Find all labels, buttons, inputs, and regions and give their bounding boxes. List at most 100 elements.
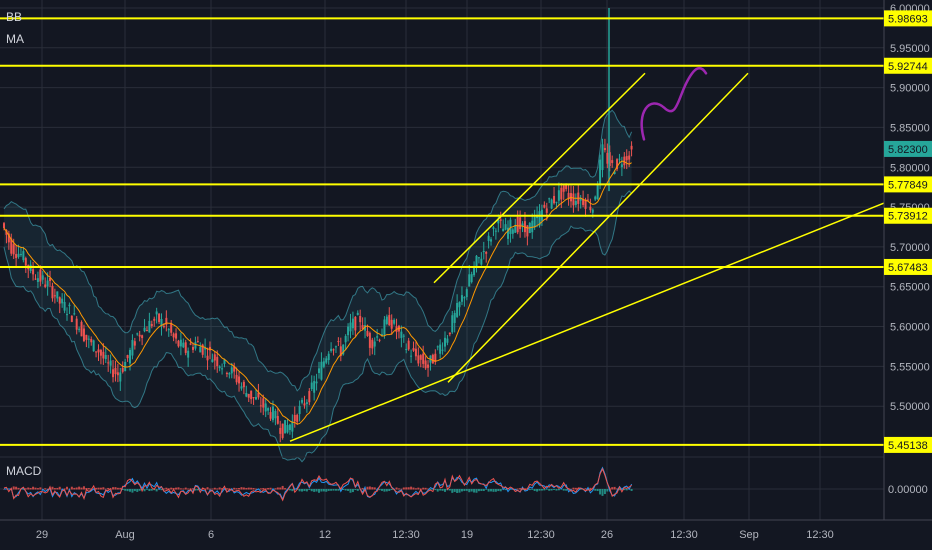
candle-body: [187, 350, 190, 358]
candle-body: [393, 319, 396, 324]
candle-body: [305, 402, 308, 404]
candle-body: [477, 257, 480, 259]
candle-body: [412, 348, 415, 351]
macd-histogram-bar: [179, 488, 182, 490]
macd-histogram-bar: [533, 489, 536, 491]
macd-histogram-bar: [66, 486, 68, 490]
candle-body: [274, 410, 277, 419]
candle-body: [44, 284, 47, 287]
candle-body: [439, 344, 442, 354]
candle-body: [448, 332, 451, 335]
candle-body: [608, 152, 611, 166]
candle-body: [427, 364, 430, 368]
candle-body: [487, 235, 490, 241]
candle-body: [516, 216, 519, 233]
bb-indicator-label[interactable]: BB: [6, 10, 23, 24]
candle-body: [499, 219, 502, 221]
candle-body: [141, 335, 144, 339]
candle-body: [34, 278, 37, 280]
candle-body: [121, 367, 124, 372]
macd-histogram-bar: [330, 489, 333, 491]
macd-histogram-bar: [213, 487, 216, 490]
time-tick-label: 12:30: [806, 529, 834, 541]
time-tick-label: Sep: [739, 529, 759, 541]
macd-histogram-bar: [422, 487, 425, 490]
macd-histogram-bar: [95, 487, 98, 490]
candle-body: [502, 228, 505, 232]
macd-histogram-bar: [589, 487, 592, 490]
candle-body: [70, 315, 73, 322]
macd-histogram-bar: [332, 489, 335, 491]
candle-body: [296, 414, 299, 422]
candle-body: [572, 193, 575, 206]
candle-body: [257, 392, 260, 398]
macd-histogram-bar: [356, 489, 359, 491]
candle-body: [279, 427, 282, 434]
macd-histogram-bar: [245, 487, 248, 490]
candle-body: [492, 227, 495, 229]
price-tick-label: 5.95000: [890, 43, 930, 55]
macd-histogram-bar: [555, 489, 558, 491]
macd-histogram-bar: [126, 489, 129, 492]
candle-body: [233, 366, 236, 372]
level-tag: [884, 176, 932, 193]
candle-body: [155, 311, 158, 315]
macd-histogram-bar: [373, 487, 376, 490]
macd-indicator-label[interactable]: MACD: [6, 464, 42, 478]
candle-body: [334, 346, 337, 348]
macd-histogram-bar: [308, 489, 311, 490]
macd-histogram-bar: [540, 489, 543, 491]
candle-body: [337, 341, 340, 343]
price-tick-label: 5.50000: [890, 401, 930, 413]
candle-body: [73, 313, 76, 315]
macd-histogram-bar: [305, 489, 308, 492]
time-tick-label: 12: [319, 529, 331, 541]
candle-body: [102, 351, 105, 359]
current-price-tag: [884, 140, 932, 157]
macd-histogram-bar: [334, 489, 337, 491]
candle-body: [7, 233, 10, 243]
candle-body: [5, 229, 8, 235]
macd-histogram-bar: [349, 489, 352, 493]
macd-histogram-bar: [523, 488, 526, 490]
candle-body: [218, 366, 221, 369]
moving-average-line: [3, 160, 632, 425]
candle-body: [160, 318, 163, 327]
macd-histogram-bar: [562, 489, 565, 491]
macd-histogram-bar: [439, 489, 442, 491]
macd-histogram-bar: [36, 488, 39, 490]
candle-body: [240, 386, 243, 389]
candle-body: [441, 349, 444, 351]
candle-body: [400, 331, 403, 339]
macd-histogram-bar: [519, 488, 522, 490]
candle-body: [138, 334, 141, 337]
ma-indicator-label[interactable]: MA: [6, 32, 24, 46]
price-tick-label: 5.70000: [890, 242, 930, 254]
candle-body: [301, 399, 304, 403]
candle-body: [603, 148, 606, 151]
macd-histogram-bar: [175, 487, 178, 490]
candle-body: [424, 360, 427, 369]
macd-histogram-bar: [574, 487, 577, 490]
macd-histogram-bar: [397, 488, 400, 490]
candle-body: [36, 278, 39, 282]
macd-histogram-bar: [531, 489, 534, 490]
time-axis[interactable]: 29 Aug 6 12 12:30 19 12:30 26 12:30 Sep 12:30: [0, 519, 932, 541]
candle-body: [78, 328, 81, 330]
macd-histogram-bar: [327, 489, 330, 491]
candle-body: [480, 258, 483, 265]
macd-histogram-bar: [247, 487, 250, 490]
bollinger-fill: [4, 110, 632, 462]
candle-body: [291, 421, 294, 432]
macd-histogram-bar: [545, 489, 548, 490]
candle-body: [133, 341, 136, 346]
candle-body: [381, 334, 383, 337]
trend-lines[interactable]: [289, 66, 885, 442]
macd-histogram-bar: [342, 489, 345, 491]
horizontal-levels[interactable]: [0, 17, 884, 446]
price-axis[interactable]: 5.500005.550005.600005.650005.700005.750…: [883, 0, 932, 520]
candle-body: [267, 408, 270, 411]
macd-histogram-bar: [543, 489, 546, 491]
